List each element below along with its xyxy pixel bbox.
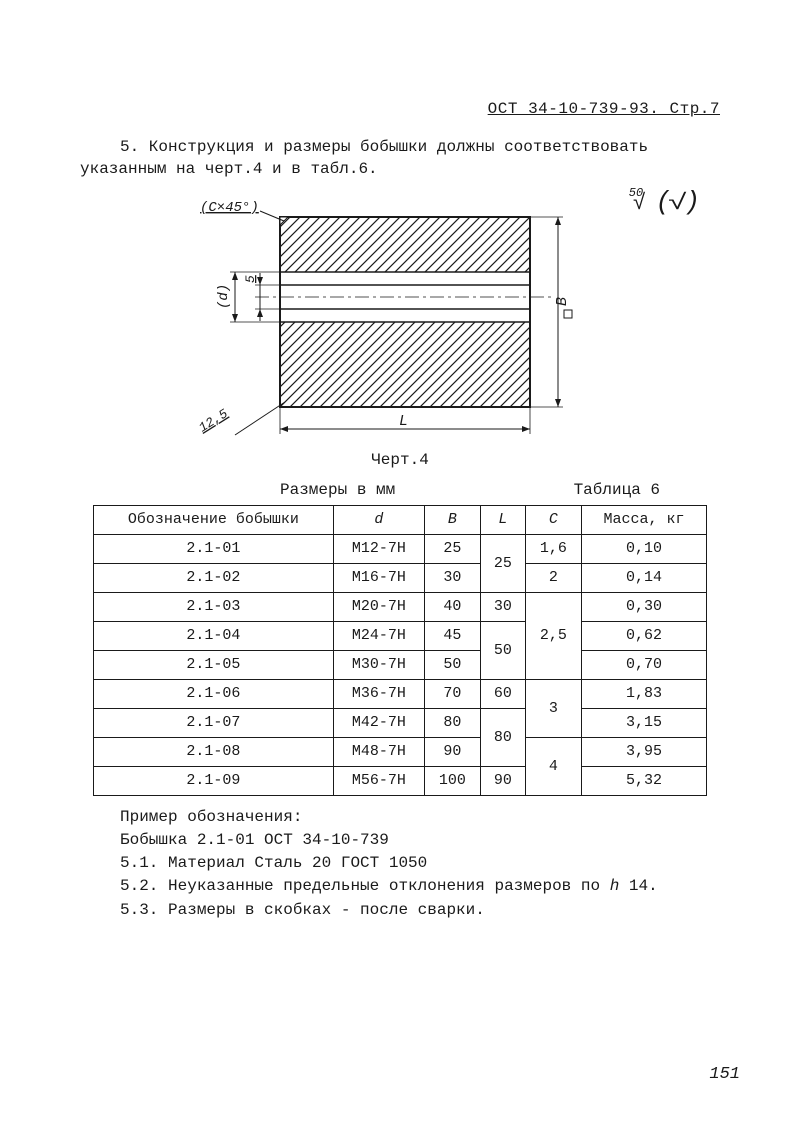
note-brackets: 5.3. Размеры в скобках - после сварки. [120,899,720,922]
table-units-label: Размеры в мм [280,481,395,499]
col-C: C [525,505,581,534]
col-L: L [480,505,525,534]
note-example-label: Пример обозначения: [120,806,720,829]
dimensions-table: Обозначение бобышки d B L C Масса, кг 2.… [93,505,707,796]
svg-text:(d): (d) [216,284,232,309]
figure-caption: Черт.4 [80,451,720,469]
svg-text:L: L [399,413,408,430]
table-row: 2.1-01М12-7Н25251,60,10 [93,534,706,563]
col-designation: Обозначение бобышки [93,505,333,534]
svg-text:(C×45°): (C×45°) [200,200,259,216]
table-header-row: Обозначение бобышки d B L C Масса, кг [93,505,706,534]
surface-finish-mark: 50 √ (√) [633,187,700,217]
technical-drawing: (C×45°) (d) 5 12,5 L B 50 √ (√) [80,187,720,447]
table-row: 2.1-06М36-7Н706031,83 [93,679,706,708]
svg-text:5: 5 [243,275,258,283]
table-row: 2.1-09М56-7Н100905,32 [93,766,706,795]
intro-paragraph: 5. Конструкция и размеры бобышки должны … [80,136,720,181]
svg-text:12,5: 12,5 [196,406,231,435]
note-example: Бобышка 2.1-01 ОСТ 34-10-739 [120,829,720,852]
table-number-label: Таблица 6 [574,481,660,499]
note-tolerance: 5.2. Неуказанные предельные отклонения р… [120,875,720,898]
check-icon: √ [668,191,688,216]
note-material: 5.1. Материал Сталь 20 ГОСТ 1050 [120,852,720,875]
table-row: 2.1-04М24-7Н45500,62 [93,621,706,650]
page-header: ОСТ 34-10-739-93. Стр.7 [80,100,720,118]
col-B: B [424,505,480,534]
table-row: 2.1-08М48-7Н9043,95 [93,737,706,766]
svg-text:B: B [554,297,571,306]
table-row: 2.1-05М30-7Н500,70 [93,650,706,679]
table-row: 2.1-02М16-7Н3020,14 [93,563,706,592]
col-mass: Масса, кг [581,505,706,534]
notes-block: Пример обозначения: Бобышка 2.1-01 ОСТ 3… [120,806,720,922]
table-row: 2.1-07М42-7Н80803,15 [93,708,706,737]
col-d: d [334,505,425,534]
table-row: 2.1-03М20-7Н40302,50,30 [93,592,706,621]
page-number: 151 [709,1065,740,1084]
